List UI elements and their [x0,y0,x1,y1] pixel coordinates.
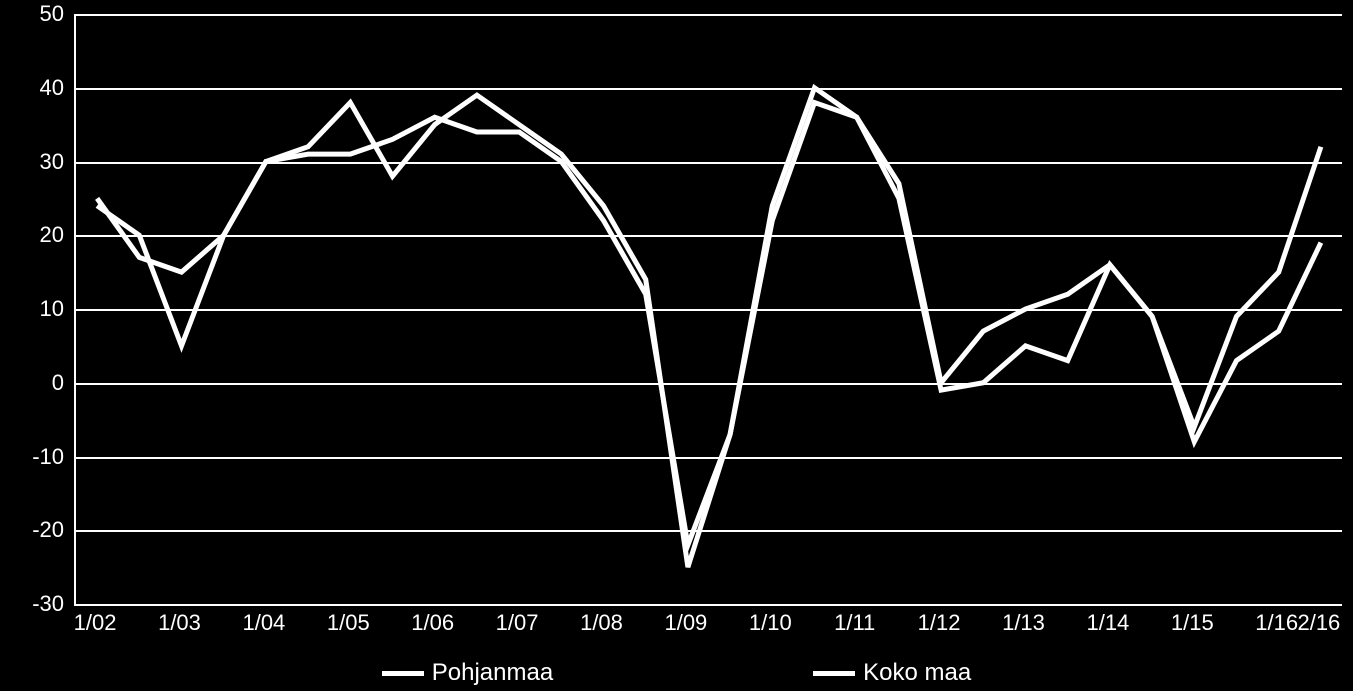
y-tick-label: -10 [0,444,64,470]
x-tick-label: 1/02 [74,610,117,636]
gridline [76,88,1342,90]
x-tick-label: 1/16 [1255,610,1298,636]
y-tick-label: 30 [0,149,64,175]
legend-swatch [382,671,424,676]
x-tick-label: 1/07 [496,610,539,636]
y-tick-label: 40 [0,75,64,101]
legend-label: Koko maa [863,659,971,687]
chart-legend: Pohjanmaa Koko maa [0,659,1353,687]
y-tick-label: 50 [0,1,64,27]
legend-item-pohjanmaa: Pohjanmaa [382,659,553,687]
gridline [76,235,1342,237]
x-tick-label: 1/04 [242,610,285,636]
y-tick-label: 10 [0,296,64,322]
gridline [76,14,1342,16]
x-tick-label: 1/09 [664,610,707,636]
x-tick-label: 2/16 [1297,610,1340,636]
gridline [76,530,1342,532]
y-tick-label: -30 [0,591,64,617]
x-tick-label: 1/11 [834,610,875,636]
x-tick-label: 1/13 [1002,610,1045,636]
x-tick-label: 1/14 [1086,610,1129,636]
gridline [76,309,1342,311]
gridline [76,162,1342,164]
y-tick-label: 0 [0,370,64,396]
x-tick-label: 1/08 [580,610,623,636]
gridline [76,383,1342,385]
y-tick-label: -20 [0,517,64,543]
plot-area [74,14,1342,606]
legend-label: Pohjanmaa [432,659,553,687]
line-chart: -30 -20 -10 0 10 20 30 40 50 1/02 1/03 1/04 1/05 1/0… [0,0,1353,691]
x-tick-label: 1/12 [918,610,961,636]
x-tick-label: 1/10 [749,610,792,636]
series-koko-maa-line [97,103,1321,546]
legend-item-koko-maa: Koko maa [813,659,971,687]
x-tick-label: 1/05 [327,610,370,636]
gridline [76,457,1342,459]
legend-swatch [813,671,855,676]
y-tick-label: 20 [0,222,64,248]
x-tick-label: 1/15 [1171,610,1214,636]
x-tick-label: 1/03 [158,610,201,636]
x-tick-label: 1/06 [411,610,454,636]
